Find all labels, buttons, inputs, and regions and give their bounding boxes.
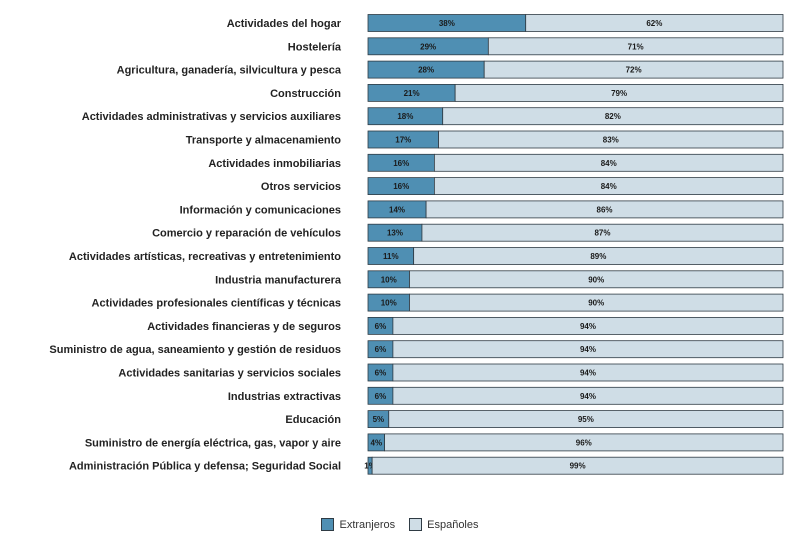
data-label-espanoles-hosteleria: 71% — [628, 42, 644, 51]
category-label-suministro-de-agua-saneamiento-y-gestion-de-residuos: Suministro de agua, saneamiento y gestió… — [49, 344, 341, 356]
category-label-actividades-sanitarias-y-servicios-sociales: Actividades sanitarias y servicios socia… — [118, 368, 341, 380]
category-label-construccion: Construcción — [270, 88, 341, 100]
bar-espanoles-suministro-de-agua-saneamiento-y-gestion-de-residuos — [392, 340, 784, 359]
data-label-extranjeros-actividades-profesionales-cientificas-y-tecnicas: 10% — [381, 299, 397, 308]
legend-label-extranjeros: Extranjeros — [339, 518, 396, 531]
category-label-comercio-y-reparacion-de-vehiculos: Comercio y reparación de vehículos — [152, 228, 341, 240]
data-label-extranjeros-actividades-administrativas-y-servicios-auxiliares: 18% — [397, 112, 413, 121]
data-label-espanoles-agricultura-ganaderia-silvicultura-y-pesca: 72% — [626, 66, 642, 75]
data-label-espanoles-industrias-extractivas: 94% — [580, 392, 596, 401]
bar-espanoles-otros-servicios — [433, 177, 784, 196]
category-label-agricultura-ganaderia-silvicultura-y-pesca: Agricultura, ganadería, silvicultura y p… — [117, 65, 342, 77]
legend-item-espanoles: Españoles — [409, 518, 479, 531]
category-label-actividades-profesionales-cientificas-y-tecnicas: Actividades profesionales científicas y … — [92, 298, 341, 310]
data-label-extranjeros-comercio-y-reparacion-de-vehiculos: 13% — [387, 229, 403, 238]
bar-espanoles-informacion-y-comunicaciones — [425, 200, 784, 219]
legend-item-extranjeros: Extranjeros — [321, 518, 395, 531]
data-label-extranjeros-suministro-de-agua-saneamiento-y-gestion-de-residuos: 6% — [375, 345, 387, 354]
bar-espanoles-actividades-profesionales-cientificas-y-tecnicas — [409, 293, 784, 312]
bar-espanoles-administracion-publica-y-defensa-seguridad-social — [371, 456, 784, 475]
data-label-extranjeros-suministro-de-energia-electrica-gas-vapor-y-aire: 4% — [371, 438, 383, 447]
bar-espanoles-actividades-administrativas-y-servicios-auxiliares — [442, 107, 784, 126]
category-label-industrias-extractivas: Industrias extractivas — [228, 391, 341, 403]
data-label-espanoles-actividades-sanitarias-y-servicios-sociales: 94% — [580, 369, 596, 378]
data-label-espanoles-educacion: 95% — [578, 415, 594, 424]
stacked-bar-chart: Actividades del hogar 38% 62% Hostelería 29%… — [49, 14, 784, 475]
category-label-educacion: Educación — [285, 414, 341, 426]
data-label-espanoles-suministro-de-energia-electrica-gas-vapor-y-aire: 96% — [576, 438, 592, 447]
data-label-espanoles-construccion: 79% — [611, 89, 627, 98]
bar-espanoles-industria-manufacturera — [409, 270, 784, 289]
data-label-extranjeros-actividades-sanitarias-y-servicios-sociales: 6% — [375, 369, 387, 378]
bar-espanoles-actividades-inmobiliarias — [433, 153, 784, 172]
data-label-espanoles-actividades-del-hogar: 62% — [646, 19, 662, 28]
chart-legend: Extranjeros Españoles — [0, 518, 800, 531]
data-label-espanoles-actividades-profesionales-cientificas-y-tecnicas: 90% — [588, 299, 604, 308]
data-label-espanoles-informacion-y-comunicaciones: 86% — [597, 205, 613, 214]
data-label-extranjeros-construccion: 21% — [404, 89, 420, 98]
category-label-actividades-financieras-y-de-seguros: Actividades financieras y de seguros — [147, 321, 341, 333]
bar-espanoles-suministro-de-energia-electrica-gas-vapor-y-aire — [384, 433, 784, 452]
bar-espanoles-actividades-sanitarias-y-servicios-sociales — [392, 363, 784, 382]
category-label-actividades-artisticas-recreativas-y-entretenimiento: Actividades artísticas, recreativas y en… — [69, 251, 341, 263]
data-label-extranjeros-hosteleria: 29% — [420, 42, 436, 51]
data-label-espanoles-otros-servicios: 84% — [601, 182, 617, 191]
category-label-actividades-inmobiliarias: Actividades inmobiliarias — [208, 158, 341, 170]
data-label-extranjeros-industria-manufacturera: 10% — [381, 275, 397, 284]
bar-espanoles-actividades-artisticas-recreativas-y-entretenimiento — [413, 247, 784, 265]
category-label-actividades-del-hogar: Actividades del hogar — [227, 18, 342, 30]
legend-swatch-extranjeros — [321, 518, 335, 531]
data-label-extranjeros-informacion-y-comunicaciones: 14% — [389, 205, 405, 214]
category-label-administracion-publica-y-defensa-seguridad-social: Administración Pública y defensa; Seguri… — [69, 461, 341, 473]
data-label-espanoles-industria-manufacturera: 90% — [588, 275, 604, 284]
category-label-otros-servicios: Otros servicios — [261, 181, 341, 193]
legend-swatch-espanoles — [409, 518, 423, 531]
bar-espanoles-agricultura-ganaderia-silvicultura-y-pesca — [483, 60, 784, 79]
data-label-espanoles-actividades-financieras-y-de-seguros: 94% — [580, 322, 596, 331]
data-label-extranjeros-actividades-financieras-y-de-seguros: 6% — [375, 322, 387, 331]
data-label-extranjeros-otros-servicios: 16% — [393, 182, 409, 191]
bar-espanoles-comercio-y-reparacion-de-vehiculos — [421, 223, 784, 242]
data-label-extranjeros-transporte-y-almacenamiento: 17% — [395, 136, 411, 145]
data-label-espanoles-administracion-publica-y-defensa-seguridad-social: 99% — [570, 462, 586, 471]
bar-espanoles-hosteleria — [487, 37, 784, 56]
data-label-espanoles-actividades-administrativas-y-servicios-auxiliares: 82% — [605, 112, 621, 121]
data-label-extranjeros-administracion-publica-y-defensa-seguridad-social: 1% — [364, 462, 376, 471]
bar-espanoles-industrias-extractivas — [392, 386, 784, 405]
data-label-extranjeros-educacion: 5% — [373, 415, 385, 424]
legend-label-espanoles: Españoles — [427, 518, 479, 531]
data-label-espanoles-actividades-artisticas-recreativas-y-entretenimiento: 89% — [590, 252, 606, 261]
data-label-extranjeros-actividades-inmobiliarias: 16% — [393, 159, 409, 168]
data-label-extranjeros-industrias-extractivas: 6% — [375, 392, 387, 401]
category-label-actividades-administrativas-y-servicios-auxiliares: Actividades administrativas y servicios … — [82, 111, 341, 123]
data-label-espanoles-suministro-de-agua-saneamiento-y-gestion-de-residuos: 94% — [580, 345, 596, 354]
bar-espanoles-educacion — [388, 410, 784, 429]
bar-espanoles-actividades-del-hogar — [525, 14, 784, 32]
bar-espanoles-construccion — [454, 84, 784, 102]
category-label-industria-manufacturera: Industria manufacturera — [215, 274, 342, 286]
category-label-hosteleria: Hostelería — [288, 41, 342, 53]
category-label-transporte-y-almacenamiento: Transporte y almacenamiento — [186, 135, 342, 147]
category-label-informacion-y-comunicaciones: Información y comunicaciones — [180, 204, 341, 216]
bar-espanoles-transporte-y-almacenamiento — [438, 130, 784, 149]
bar-espanoles-actividades-financieras-y-de-seguros — [392, 316, 784, 335]
data-label-espanoles-comercio-y-reparacion-de-vehiculos: 87% — [594, 229, 610, 238]
data-label-espanoles-transporte-y-almacenamiento: 83% — [603, 136, 619, 145]
data-label-extranjeros-actividades-artisticas-recreativas-y-entretenimiento: 11% — [383, 252, 399, 261]
data-label-extranjeros-agricultura-ganaderia-silvicultura-y-pesca: 28% — [418, 66, 434, 75]
data-label-espanoles-actividades-inmobiliarias: 84% — [601, 159, 617, 168]
category-label-suministro-de-energia-electrica-gas-vapor-y-aire: Suministro de energía eléctrica, gas, va… — [85, 437, 341, 449]
data-label-extranjeros-actividades-del-hogar: 38% — [439, 19, 455, 28]
